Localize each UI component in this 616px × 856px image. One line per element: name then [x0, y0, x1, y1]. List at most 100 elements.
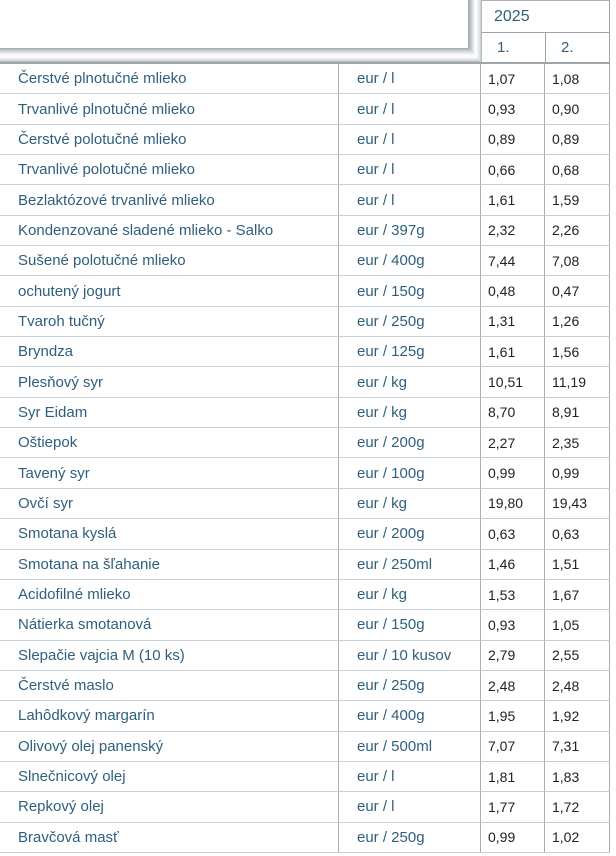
price-month-2-cell: 2,35: [545, 428, 610, 459]
price-month-2-cell: 0,90: [545, 94, 610, 125]
product-unit-cell: eur / l: [339, 64, 481, 95]
product-unit-cell: eur / kg: [339, 397, 481, 429]
product-name-cell: Sušené polotučné mlieko: [0, 246, 339, 277]
product-unit-cell: eur / 125g: [339, 337, 481, 368]
month-header-1: 1.: [481, 33, 545, 62]
price-month-1-cell: 1,81: [481, 761, 545, 793]
price-month-2-cell: 11,19: [545, 367, 610, 398]
product-unit-cell: eur / 10 kusov: [339, 640, 481, 671]
table-row: Bravčová masť eur / 250g 0,99 1,02: [0, 822, 616, 853]
product-unit-cell: eur / 200g: [339, 428, 481, 459]
product-name-cell: Smotana kyslá: [0, 519, 339, 550]
price-month-1-cell: 1,61: [481, 185, 545, 216]
product-unit-cell: eur / 100g: [339, 458, 481, 489]
price-month-2-cell: 0,99: [545, 458, 610, 489]
price-month-1-cell: 0,93: [481, 94, 545, 125]
table-row: Trvanlivé polotučné mlieko eur / l 0,66 …: [0, 155, 616, 186]
product-name-cell: Oštiepok: [0, 428, 339, 459]
frozen-row-divider: [0, 48, 482, 62]
product-name-cell: Slepačie vajcia M (10 ks): [0, 640, 339, 671]
table-row: Sušené polotučné mlieko eur / 400g 7,44 …: [0, 246, 616, 277]
product-name-cell: Trvanlivé polotučné mlieko: [0, 155, 339, 186]
product-unit-cell: eur / l: [339, 94, 481, 125]
product-unit-cell: eur / 250ml: [339, 549, 481, 580]
product-unit-cell: eur / 400g: [339, 701, 481, 732]
product-name-cell: Nátierka smotanová: [0, 610, 339, 641]
price-month-1-cell: 1,61: [481, 337, 545, 368]
product-unit-cell: eur / l: [339, 792, 481, 823]
product-name-cell: Bravčová masť: [0, 822, 339, 853]
table-row: Slnečnicový olej eur / l 1,81 1,83: [0, 761, 616, 793]
price-month-1-cell: 1,31: [481, 306, 545, 338]
product-unit-cell: eur / 150g: [339, 276, 481, 307]
price-month-1-cell: 2,27: [481, 428, 545, 459]
product-name-cell: Acidofilné mlieko: [0, 579, 339, 611]
table-row: Syr Eidam eur / kg 8,70 8,91: [0, 397, 616, 429]
product-unit-cell: eur / 200g: [339, 519, 481, 550]
price-month-2-cell: 0,89: [545, 124, 610, 156]
product-name-cell: Trvanlivé plnotučné mlieko: [0, 94, 339, 125]
product-name-cell: Kondenzované sladené mlieko - Salko: [0, 215, 339, 247]
year-header-label: 2025: [494, 7, 530, 25]
table-row: Smotana na šľahanie eur / 250ml 1,46 1,5…: [0, 549, 616, 580]
price-month-1-cell: 1,46: [481, 549, 545, 580]
month-header-2: 2.: [545, 33, 610, 62]
product-name-cell: Čerstvé polotučné mlieko: [0, 124, 339, 156]
table-row: Tvaroh tučný eur / 250g 1,31 1,26: [0, 306, 616, 338]
price-month-2-cell: 1,72: [545, 792, 610, 823]
table-row: Nátierka smotanová eur / 150g 0,93 1,05: [0, 610, 616, 641]
product-name-cell: Slnečnicový olej: [0, 761, 339, 793]
price-month-1-cell: 0,89: [481, 124, 545, 156]
price-month-2-cell: 1,08: [545, 64, 610, 95]
product-name-cell: Čerstvé plnotučné mlieko: [0, 64, 339, 95]
product-name-cell: Plesňový syr: [0, 367, 339, 398]
product-unit-cell: eur / 500ml: [339, 731, 481, 762]
price-table-body: Čerstvé plnotučné mlieko eur / l 1,07 1,…: [0, 64, 616, 853]
product-name-cell: Čerstvé maslo: [0, 670, 339, 702]
table-row: Repkový olej eur / l 1,77 1,72: [0, 792, 616, 823]
product-name-cell: Tavený syr: [0, 458, 339, 489]
product-name-cell: Syr Eidam: [0, 397, 339, 429]
product-unit-cell: eur / 150g: [339, 610, 481, 641]
price-month-2-cell: 0,63: [545, 519, 610, 550]
month-header-1-label: 1.: [497, 39, 510, 56]
table-row: ochutený jogurt eur / 150g 0,48 0,47: [0, 276, 616, 307]
table-row: Čerstvé maslo eur / 250g 2,48 2,48: [0, 670, 616, 702]
product-name-cell: ochutený jogurt: [0, 276, 339, 307]
product-unit-cell: eur / 250g: [339, 822, 481, 853]
table-row: Čerstvé polotučné mlieko eur / l 0,89 0,…: [0, 124, 616, 156]
product-unit-cell: eur / l: [339, 185, 481, 216]
header-bottom-border: [0, 62, 610, 64]
product-name-cell: Smotana na šľahanie: [0, 549, 339, 580]
product-name-cell: Bryndza: [0, 337, 339, 368]
price-month-1-cell: 2,32: [481, 215, 545, 247]
product-unit-cell: eur / kg: [339, 579, 481, 611]
price-month-2-cell: 1,26: [545, 306, 610, 338]
product-name-cell: Lahôdkový margarín: [0, 701, 339, 732]
price-month-1-cell: 2,48: [481, 670, 545, 702]
price-month-2-cell: 8,91: [545, 397, 610, 429]
product-unit-cell: eur / 400g: [339, 246, 481, 277]
price-month-1-cell: 0,93: [481, 610, 545, 641]
product-name-cell: Repkový olej: [0, 792, 339, 823]
product-unit-cell: eur / 397g: [339, 215, 481, 247]
frozen-column-divider: [468, 0, 482, 62]
price-month-1-cell: 10,51: [481, 367, 545, 398]
product-name-cell: Bezlaktózové trvanlivé mlieko: [0, 185, 339, 216]
table-row: Oštiepok eur / 200g 2,27 2,35: [0, 428, 616, 459]
product-unit-cell: eur / l: [339, 761, 481, 793]
price-month-1-cell: 0,99: [481, 822, 545, 853]
product-unit-cell: eur / l: [339, 124, 481, 156]
price-month-1-cell: 0,48: [481, 276, 545, 307]
price-month-2-cell: 2,55: [545, 640, 610, 671]
product-name-cell: Tvaroh tučný: [0, 306, 339, 338]
price-month-2-cell: 7,08: [545, 246, 610, 277]
price-month-1-cell: 7,44: [481, 246, 545, 277]
table-row: Tavený syr eur / 100g 0,99 0,99: [0, 458, 616, 489]
product-unit-cell: eur / kg: [339, 367, 481, 398]
price-month-1-cell: 0,66: [481, 155, 545, 186]
table-row: Trvanlivé plnotučné mlieko eur / l 0,93 …: [0, 94, 616, 125]
price-month-2-cell: 1,83: [545, 761, 610, 793]
price-month-2-cell: 1,02: [545, 822, 610, 853]
